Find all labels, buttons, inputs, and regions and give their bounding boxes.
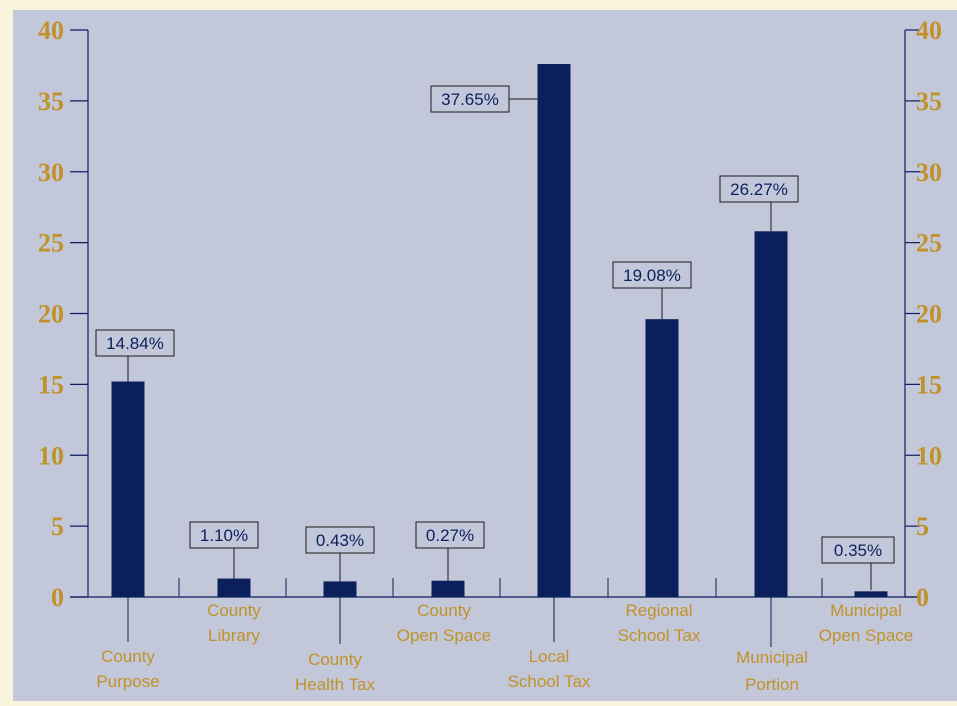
- category-label: Open Space: [397, 626, 492, 645]
- right-tick-label: 25: [916, 229, 942, 258]
- left-tick-label: 0: [51, 583, 64, 612]
- category-label: Open Space: [819, 626, 914, 645]
- left-tick-label: 5: [51, 512, 64, 541]
- data-label: 1.10%: [200, 526, 248, 545]
- left-tick-label: 10: [38, 441, 64, 470]
- category-label: Portion: [745, 675, 799, 694]
- left-tick-label: 35: [38, 87, 64, 116]
- data-label: 0.27%: [426, 526, 474, 545]
- left-tick-label: 25: [38, 229, 64, 258]
- category-label: Municipal: [736, 648, 808, 667]
- data-label: 19.08%: [623, 266, 681, 285]
- category-label: County: [101, 647, 155, 666]
- data-label: 26.27%: [730, 180, 788, 199]
- bar: [854, 591, 888, 597]
- category-label: County: [207, 601, 261, 620]
- bar: [431, 580, 465, 597]
- right-tick-label: 40: [916, 16, 942, 45]
- right-tick-label: 35: [916, 87, 942, 116]
- category-label: Health Tax: [295, 675, 376, 694]
- bar: [754, 231, 788, 597]
- category-label: County: [417, 601, 471, 620]
- data-label: 37.65%: [441, 90, 499, 109]
- data-label-box: [189, 521, 259, 549]
- category-label: Purpose: [96, 672, 159, 691]
- category-label: Regional: [625, 601, 692, 620]
- right-tick-label: 5: [916, 512, 929, 541]
- bar: [645, 319, 679, 597]
- category-label: County: [308, 650, 362, 669]
- category-label: School Tax: [618, 626, 701, 645]
- data-label-box: [612, 261, 692, 289]
- right-tick-label: 15: [916, 370, 942, 399]
- data-label-box: [415, 521, 485, 549]
- data-label: 14.84%: [106, 334, 164, 353]
- category-label: Library: [208, 626, 260, 645]
- category-label: Local: [529, 647, 570, 666]
- left-tick-label: 15: [38, 370, 64, 399]
- data-label-box: [305, 526, 375, 554]
- right-tick-label: 10: [916, 441, 942, 470]
- left-tick-label: 20: [38, 300, 64, 329]
- data-label-box: [95, 329, 175, 357]
- data-label: 0.35%: [834, 541, 882, 560]
- right-tick-label: 0: [916, 583, 929, 612]
- bar: [323, 581, 357, 597]
- bar: [111, 381, 145, 597]
- data-label-box: [430, 85, 510, 113]
- category-label: Municipal: [830, 601, 902, 620]
- data-label-box: [821, 536, 895, 564]
- right-tick-label: 20: [916, 300, 942, 329]
- right-tick-label: 30: [916, 158, 942, 187]
- bar: [217, 578, 251, 597]
- bar: [537, 64, 571, 597]
- data-label: 0.43%: [316, 531, 364, 550]
- left-tick-label: 40: [38, 16, 64, 45]
- left-tick-label: 30: [38, 158, 64, 187]
- data-label-box: [719, 175, 799, 203]
- category-label: School Tax: [508, 672, 591, 691]
